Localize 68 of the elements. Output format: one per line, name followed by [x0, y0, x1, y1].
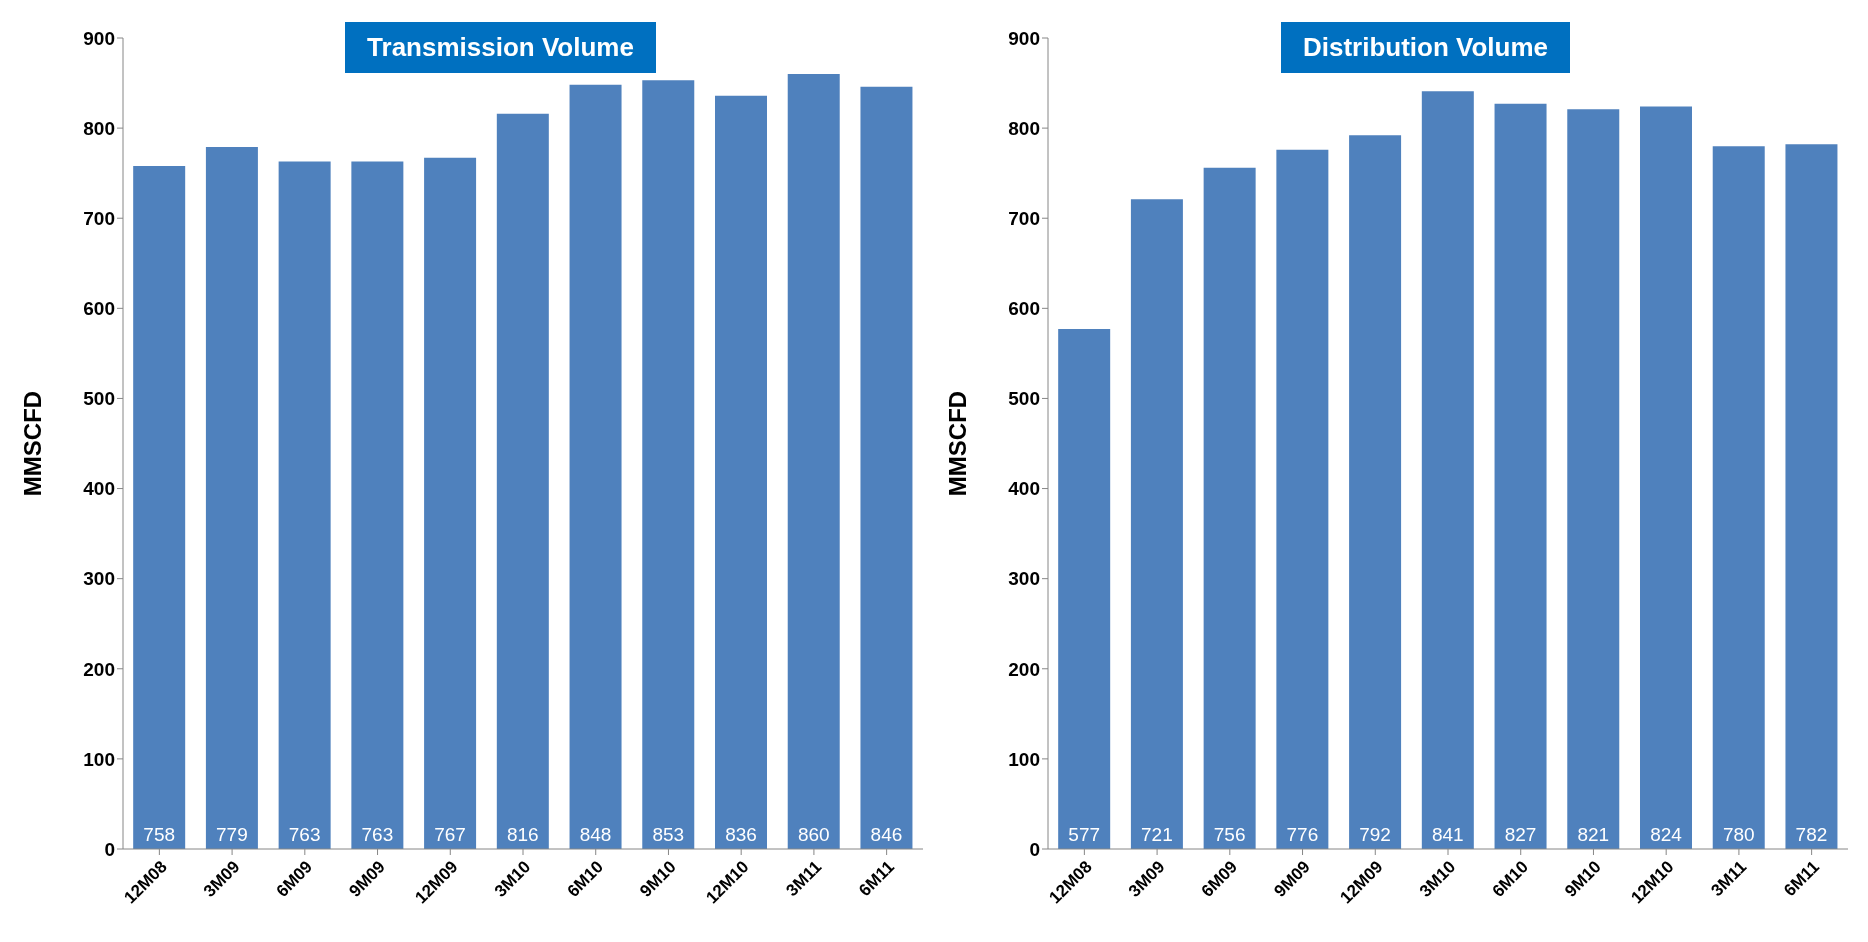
bar: [1349, 135, 1402, 849]
data-label: 841: [1431, 824, 1464, 845]
bar: [1567, 109, 1620, 849]
y-tick-label: 700: [83, 207, 115, 229]
bar: [569, 84, 622, 849]
data-label: 792: [1359, 824, 1391, 845]
y-tick-label: 200: [1008, 658, 1040, 680]
data-label: 763: [361, 824, 394, 845]
chart-title: Transmission Volume: [345, 22, 656, 73]
bar: [1276, 149, 1329, 849]
bar: [351, 161, 404, 849]
y-tick-label: 600: [83, 298, 115, 320]
y-tick-label: 500: [83, 388, 115, 410]
data-label: 776: [1286, 824, 1319, 845]
bar: [787, 74, 840, 849]
data-label: 780: [1722, 824, 1755, 845]
y-tick-label: 200: [83, 658, 115, 680]
data-label: 836: [725, 824, 757, 845]
y-tick-label: 900: [83, 27, 115, 49]
bar: [205, 147, 258, 849]
y-tick-label: 900: [1008, 27, 1040, 49]
data-label: 767: [434, 824, 466, 845]
data-label: 721: [1141, 824, 1173, 845]
bar: [1785, 144, 1838, 849]
y-tick-label: 300: [1008, 568, 1040, 590]
bar: [1058, 329, 1111, 849]
bar: [715, 95, 767, 849]
bar: [133, 165, 186, 849]
data-label: 779: [216, 824, 248, 845]
y-tick-label: 300: [83, 568, 115, 590]
data-label: 848: [579, 824, 612, 845]
data-label: 577: [1068, 824, 1101, 845]
data-label: 758: [143, 824, 176, 845]
y-axis-title: MMSCFD: [943, 390, 971, 497]
y-tick-label: 100: [1008, 748, 1040, 770]
bar: [278, 161, 331, 849]
bar: [1421, 91, 1474, 849]
y-tick-label: 800: [1008, 117, 1040, 139]
bar: [496, 113, 549, 849]
data-label: 756: [1213, 824, 1246, 845]
y-tick-label: 0: [1029, 838, 1040, 860]
bar: [860, 86, 913, 849]
bar: [1130, 199, 1183, 849]
y-tick-label: 700: [1008, 207, 1040, 229]
bar: [1712, 146, 1765, 849]
y-tick-label: 0: [104, 838, 115, 860]
data-label: 816: [506, 824, 539, 845]
bar: [1203, 167, 1256, 849]
bar: [424, 157, 477, 849]
y-tick-label: 800: [83, 117, 115, 139]
y-tick-label: 500: [1008, 388, 1040, 410]
y-tick-label: 400: [83, 478, 115, 500]
y-axis-title: MMSCFD: [18, 390, 46, 497]
y-tick-label: 400: [1008, 478, 1040, 500]
bar: [1640, 106, 1692, 849]
bar: [642, 80, 695, 849]
data-label: 763: [288, 824, 321, 845]
data-label: 846: [870, 824, 903, 845]
y-tick-label: 100: [83, 748, 115, 770]
y-tick-label: 600: [1008, 298, 1040, 320]
data-label: 827: [1504, 824, 1537, 845]
data-label: 853: [652, 824, 685, 845]
data-label: 824: [1650, 824, 1683, 845]
data-label: 821: [1577, 824, 1610, 845]
data-label: 860: [797, 824, 830, 845]
chart-title: Distribution Volume: [1280, 22, 1571, 73]
bar: [1494, 103, 1547, 849]
data-label: 782: [1795, 824, 1828, 845]
